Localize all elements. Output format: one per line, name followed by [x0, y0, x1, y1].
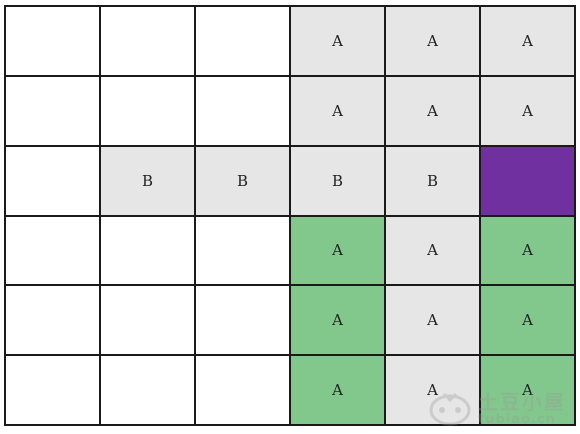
- grid-cell-r5-c6: A: [481, 286, 576, 357]
- grid-cell-r3-c3: B: [196, 146, 291, 217]
- grid-cell-r2-c3: [196, 76, 291, 147]
- grid-cell-r3-c6: [481, 146, 576, 217]
- grid-cell-r1-c4: A: [291, 7, 386, 77]
- grid-cell-r3-c1: [6, 146, 101, 217]
- grid-cell-r1-c5: A: [386, 7, 481, 77]
- grid-cell-r2-c4: A: [291, 76, 386, 147]
- grid-cell-r6-c1: [6, 356, 101, 426]
- grid-cell-r5-c3: [196, 286, 291, 357]
- grid-cell-r5-c5: A: [386, 286, 481, 357]
- grid-cell-r2-c1: [6, 76, 101, 147]
- grid-cell-r6-c3: [196, 356, 291, 426]
- grid-cell-r4-c2: [101, 216, 196, 287]
- grid-cell-r6-c4: A: [291, 356, 386, 426]
- grid-cell-r4-c4: A: [291, 216, 386, 287]
- grid-cell-r3-c4: B: [291, 146, 386, 217]
- grid-cell-r2-c6: A: [481, 76, 576, 147]
- grid-cell-r3-c2: B: [101, 146, 196, 217]
- grid-cell-r2-c2: [101, 76, 196, 147]
- grid-cell-r6-c6: A: [481, 356, 576, 426]
- grid-cell-r5-c2: [101, 286, 196, 357]
- grid-cell-r1-c3: [196, 7, 291, 77]
- grid-cell-r4-c5: A: [386, 216, 481, 287]
- grid-cell-r5-c1: [6, 286, 101, 357]
- grid-cell-r6-c5: A: [386, 356, 481, 426]
- grid-cell-r4-c6: A: [481, 216, 576, 287]
- grid-cell-r1-c1: [6, 7, 101, 77]
- grid-cell-r5-c4: A: [291, 286, 386, 357]
- grid-cell-r3-c5: B: [386, 146, 481, 217]
- grid-cell-r4-c1: [6, 216, 101, 287]
- grid-cell-r6-c2: [101, 356, 196, 426]
- grid-cell-r4-c3: [196, 216, 291, 287]
- grid-cell-r1-c2: [101, 7, 196, 77]
- grid-cell-r2-c5: A: [386, 76, 481, 147]
- grid-cell-r1-c6: A: [481, 7, 576, 77]
